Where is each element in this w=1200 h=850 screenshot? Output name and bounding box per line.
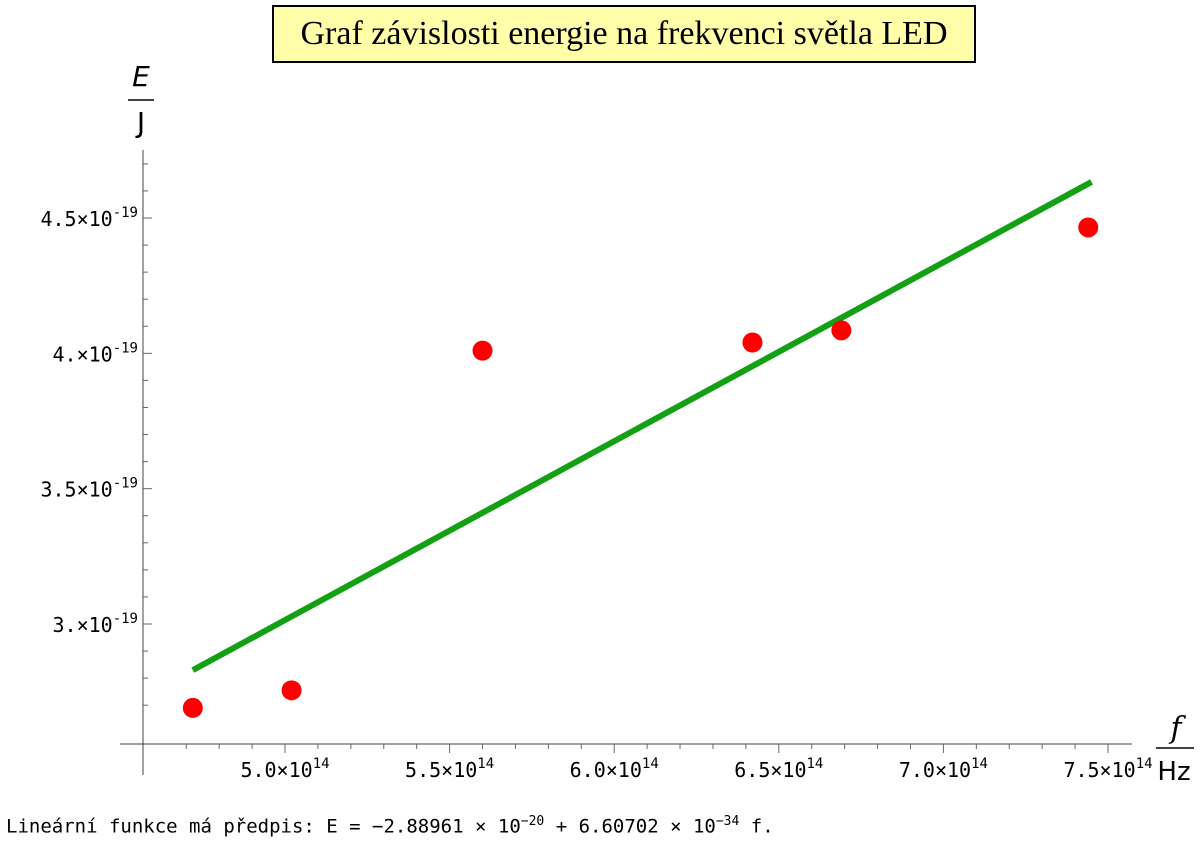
y-tick-label: 4.5×10-19 <box>40 205 138 231</box>
x-tick-label: 5.0×1014 <box>240 756 329 782</box>
data-point <box>182 697 203 718</box>
data-point <box>281 680 302 701</box>
y-axis-unit: J <box>135 106 145 139</box>
fit-line-group <box>191 179 1093 673</box>
x-ticks: 5.0×1014 5.5×1014 6.0×1014 6.5×1014 7.0×1014… <box>185 744 1153 782</box>
regression-equation: Lineární funkce má předpis: E = −2.88961… <box>6 814 774 837</box>
x-tick-label: 7.5×1014 <box>1063 756 1152 782</box>
y-axis-symbol: E <box>132 60 150 93</box>
x-axis-symbol: f <box>1168 711 1186 746</box>
equation-middle: + 6.60702 <box>544 815 659 838</box>
x-tick-label: 6.5×1014 <box>734 756 823 782</box>
x-tick-label: 7.0×1014 <box>899 756 988 782</box>
equation-exponent-2: −34 <box>715 814 740 829</box>
x-axis-label: f Hz <box>1156 711 1194 787</box>
data-point <box>742 332 763 353</box>
fit-line <box>191 179 1093 673</box>
equation-prefix: Lineární funkce má předpis: E = −2.88961 <box>6 815 464 838</box>
equation-suffix: f. <box>739 815 774 838</box>
data-point <box>472 340 493 361</box>
data-point <box>1078 217 1099 238</box>
equation-times-1: × 10 <box>463 815 521 838</box>
equation-exponent-1: −20 <box>520 814 545 829</box>
x-axis-unit: Hz <box>1157 757 1190 787</box>
equation-times-2: × 10 <box>658 815 716 838</box>
y-axis-label: EJ <box>128 60 154 139</box>
data-points <box>182 217 1099 718</box>
y-tick-label: 3.×10-19 <box>52 611 138 637</box>
x-tick-label: 6.0×1014 <box>570 756 659 782</box>
y-tick-label: 3.5×10-19 <box>40 476 138 502</box>
chart-title: Graf závislosti energie na frekvenci svě… <box>272 5 976 63</box>
data-point <box>831 320 852 341</box>
axes <box>120 150 1132 775</box>
y-ticks: 3.×10-19 3.5×10-19 4.×10-19 4.5×10-19 <box>40 163 152 706</box>
y-tick-label: 4.×10-19 <box>52 340 138 366</box>
x-tick-label: 5.5×1014 <box>405 756 494 782</box>
